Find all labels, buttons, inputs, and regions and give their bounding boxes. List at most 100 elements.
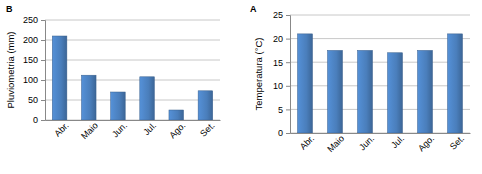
tick: 20: [273, 34, 290, 44]
bars: [298, 34, 463, 133]
tick-mark: [286, 39, 290, 40]
tick-mark: [286, 15, 290, 16]
category-label: Abr.: [52, 120, 70, 138]
tick: Ago.: [167, 120, 187, 140]
y-axis-title: Temperatura (°C): [253, 38, 264, 111]
tick-mark: [286, 62, 290, 63]
axis-line: [291, 133, 471, 134]
category-label: Jul.: [389, 133, 406, 150]
category-label: Set.: [448, 133, 466, 151]
tick: 200: [23, 35, 45, 45]
tick-mark: [286, 86, 290, 87]
grid-line: [290, 109, 470, 110]
tick: 5: [278, 105, 290, 115]
bar: [328, 50, 343, 133]
bar: [358, 50, 373, 133]
grid-line: [290, 38, 470, 39]
tick-label: 50: [28, 95, 38, 105]
tick-mark: [41, 100, 45, 101]
tick-label: 0: [278, 128, 283, 138]
tick-label: 0: [33, 115, 38, 125]
y-axis-title: Pluviometria (mm): [5, 31, 16, 108]
tick-label: 25: [273, 10, 283, 20]
grid-line: [45, 40, 220, 41]
tick: 250: [23, 15, 45, 25]
category-label: Maio: [325, 133, 346, 154]
category-label: Abr.: [298, 133, 316, 151]
tick-label: 15: [273, 58, 283, 68]
panel-title: B: [6, 4, 13, 14]
tick-mark: [41, 80, 45, 81]
tick: Set.: [448, 133, 466, 152]
category-label: Ago.: [416, 133, 436, 153]
tick: 0: [278, 128, 290, 138]
bar: [169, 110, 184, 120]
grid-line: [290, 15, 470, 16]
tick-label: 20: [273, 34, 283, 44]
grid-line: [290, 85, 470, 86]
tick: 150: [23, 55, 45, 65]
tick: 100: [23, 75, 45, 85]
tick: 50: [28, 95, 45, 105]
category-label: Jun.: [357, 133, 376, 152]
category-label: Set.: [198, 120, 216, 138]
tick: 15: [273, 58, 290, 68]
tick: Maio: [79, 120, 100, 141]
bar: [52, 36, 67, 120]
tick-label: 5: [278, 105, 283, 115]
category-label: Jul.: [141, 120, 158, 137]
tick-label: 200: [23, 35, 38, 45]
panel-title: A: [250, 4, 257, 14]
grid: [45, 20, 220, 120]
figure: 050100150200250Abr.MaioJun.Jul.Ago.Set.B…: [0, 0, 482, 174]
axis-line: [41, 21, 46, 121]
tick: 0: [33, 115, 45, 125]
bar: [111, 92, 126, 120]
axis-line: [46, 120, 221, 121]
grid-line: [290, 62, 470, 63]
tick-mark: [41, 60, 45, 61]
tick: Ago.: [416, 133, 436, 153]
tick-mark: [41, 20, 45, 21]
category-label: Maio: [79, 120, 100, 141]
tick: 10: [273, 81, 290, 91]
x-axis: Abr. Maio Jun. Jul. Ago. Set.: [291, 133, 471, 154]
tick: Jul.: [389, 133, 406, 150]
tick-mark: [41, 120, 45, 121]
chart-panel: 0 50 100 150 200 250 Abr. Maio Jun. Jul. Ago. Set.: [23, 15, 221, 141]
x-axis: Abr. Maio Jun. Jul. Ago. Set.: [46, 120, 221, 141]
bar: [418, 50, 433, 133]
category-label: Ago.: [167, 120, 187, 140]
bar: [448, 34, 463, 133]
tick-mark: [286, 133, 290, 134]
tick: Jun.: [110, 120, 129, 139]
bar: [388, 53, 403, 133]
tick-label: 100: [23, 75, 38, 85]
tick: Abr.: [52, 120, 70, 139]
grid-line: [45, 20, 220, 21]
chart-panel: 0 5 10 15 20 25 Abr. Maio Jun. Jul. Ago. Set.: [273, 10, 471, 154]
category-label: Jun.: [110, 120, 129, 139]
grid-line: [45, 60, 220, 61]
tick: Abr.: [298, 133, 316, 152]
bar: [298, 34, 313, 133]
grid-line: [45, 80, 220, 81]
grid: [290, 15, 470, 133]
tick: Jul.: [141, 120, 158, 137]
bar: [140, 77, 155, 120]
tick-label: 150: [23, 55, 38, 65]
bar: [81, 75, 96, 120]
tick: 25: [273, 10, 290, 20]
bars: [52, 36, 212, 120]
tick-label: 10: [273, 81, 283, 91]
tick-mark: [286, 109, 290, 110]
y-axis: 0 50 100 150 200 250: [23, 15, 46, 125]
tick: Maio: [325, 133, 346, 154]
tick: Set.: [198, 120, 216, 139]
grid-line: [45, 120, 220, 121]
y-axis: 0 5 10 15 20 25: [273, 10, 291, 138]
tick-label: 250: [23, 15, 38, 25]
grid-line: [45, 100, 220, 101]
tick-mark: [41, 40, 45, 41]
tick: Jun.: [357, 133, 376, 152]
